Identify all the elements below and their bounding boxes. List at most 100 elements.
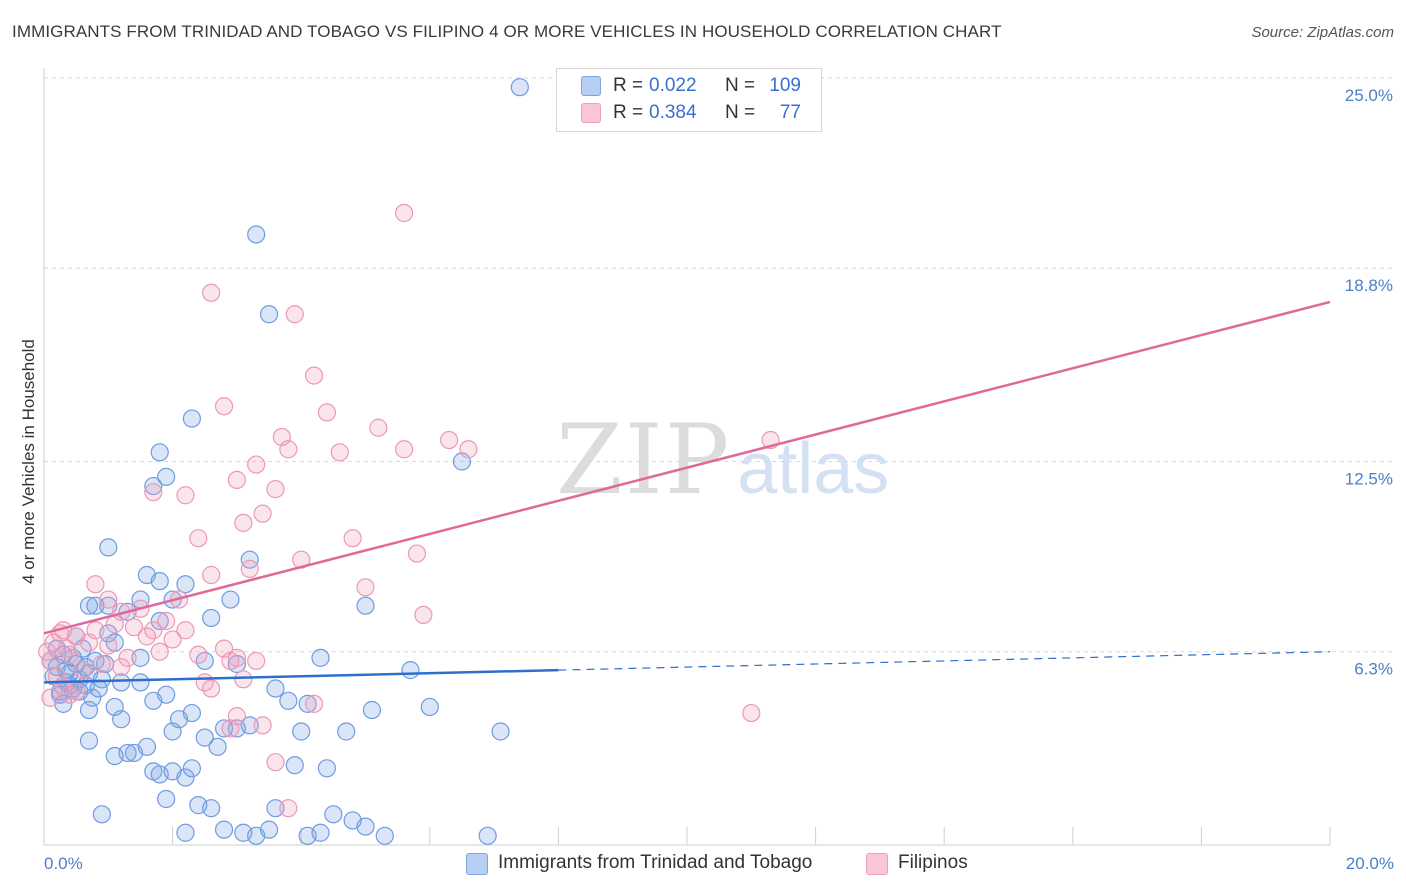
point-filipinos	[176, 486, 195, 505]
legend-swatch-pink	[581, 103, 601, 123]
point-trinidad	[182, 409, 201, 428]
point-trinidad	[221, 590, 240, 609]
point-filipinos	[279, 799, 298, 818]
point-filipinos	[47, 667, 66, 686]
point-filipinos	[221, 719, 240, 738]
point-trinidad	[137, 737, 156, 756]
point-trinidad	[324, 805, 343, 824]
point-filipinos	[202, 679, 221, 698]
point-trinidad	[79, 700, 99, 720]
point-trinidad	[420, 697, 439, 717]
point-filipinos	[266, 480, 285, 499]
point-filipinos	[394, 203, 414, 223]
point-trinidad	[131, 648, 150, 667]
legend-series-name: Immigrants from Trinidad and Tobago	[498, 852, 813, 873]
point-filipinos	[317, 403, 337, 422]
point-filipinos	[150, 642, 169, 661]
x-tick-label: 0.0%	[44, 854, 83, 873]
point-filipinos	[202, 565, 221, 585]
point-trinidad	[298, 694, 317, 713]
point-filipinos	[214, 397, 234, 416]
point-trinidad	[240, 716, 259, 735]
point-trinidad	[150, 443, 169, 462]
point-trinidad	[240, 550, 259, 569]
y-tick-label: 12.5%	[1345, 470, 1393, 489]
correlation-legend: R = 0.022 N = 109 R = 0.384 N = 77	[556, 68, 822, 132]
point-filipinos	[99, 590, 118, 609]
point-filipinos	[234, 513, 253, 532]
point-filipinos	[253, 504, 272, 523]
point-trinidad	[63, 648, 83, 667]
point-filipinos	[176, 621, 195, 640]
point-trinidad	[292, 722, 311, 741]
trend-line-trinidad-extension	[558, 651, 1331, 671]
legend-r-value: 0.384	[649, 102, 697, 123]
point-filipinos	[41, 688, 60, 707]
point-filipinos	[356, 578, 375, 597]
point-filipinos	[234, 670, 253, 689]
point-trinidad	[311, 648, 330, 667]
point-trinidad	[157, 467, 176, 486]
point-trinidad	[150, 611, 169, 631]
point-filipinos	[112, 657, 131, 677]
point-filipinos	[227, 648, 246, 667]
point-trinidad	[157, 789, 176, 809]
legend-n-label: N =	[725, 102, 756, 123]
y-axis-label: 4 or more Vehicles in Household	[19, 339, 38, 584]
point-filipinos	[407, 544, 427, 563]
legend-r-label: R =	[613, 102, 644, 123]
legend-swatch-pink	[866, 853, 888, 875]
point-filipinos	[247, 455, 266, 474]
point-trinidad	[214, 820, 234, 839]
point-filipinos	[144, 621, 163, 640]
point-filipinos	[459, 440, 478, 459]
point-trinidad	[401, 661, 420, 680]
point-trinidad	[375, 826, 394, 845]
point-filipinos	[266, 753, 285, 772]
trend-lines	[43, 300, 1331, 684]
point-trinidad	[259, 305, 279, 324]
y-tick-label: 6.3%	[1354, 660, 1393, 679]
point-trinidad	[99, 538, 118, 557]
point-trinidad	[176, 823, 195, 842]
point-trinidad	[491, 722, 510, 741]
series-trinidad-points	[41, 78, 529, 845]
point-filipinos	[304, 366, 324, 385]
point-trinidad	[176, 768, 195, 787]
point-trinidad	[112, 710, 131, 729]
point-filipinos	[343, 529, 362, 548]
y-tick-label: 25.0%	[1345, 86, 1393, 105]
point-trinidad	[157, 685, 176, 704]
point-filipinos	[144, 483, 163, 502]
point-trinidad	[356, 596, 375, 615]
legend-r-label: R =	[613, 75, 644, 96]
point-trinidad	[182, 759, 201, 778]
point-trinidad	[131, 673, 150, 692]
axes	[43, 68, 1331, 846]
point-trinidad	[169, 710, 189, 729]
legend-swatch-blue	[466, 853, 488, 875]
legend-n-value: 77	[779, 102, 801, 123]
point-filipinos	[60, 685, 79, 704]
tick-labels: 6.3% 12.5% 18.8% 25.0% 0.0% 20.0%	[44, 86, 1394, 873]
point-filipinos	[394, 440, 414, 459]
point-trinidad	[202, 799, 221, 818]
source-label: Source: ZipAtlas.com	[1251, 24, 1394, 41]
point-trinidad	[150, 572, 169, 591]
point-filipinos	[227, 470, 246, 490]
point-trinidad	[208, 737, 227, 756]
point-filipinos	[330, 443, 349, 462]
point-trinidad	[214, 719, 234, 738]
point-filipinos	[92, 654, 111, 674]
legend-series-name: Filipinos	[898, 852, 968, 873]
legend-r-value: 0.022	[649, 75, 697, 96]
point-trinidad	[195, 728, 214, 747]
point-filipinos	[86, 621, 105, 640]
point-trinidad	[79, 731, 99, 750]
legend-n-label: N =	[725, 75, 756, 96]
point-trinidad	[279, 691, 298, 710]
point-trinidad	[266, 679, 285, 698]
trend-line-trinidad	[43, 668, 559, 684]
point-filipinos	[41, 651, 60, 671]
point-filipinos	[285, 305, 304, 324]
